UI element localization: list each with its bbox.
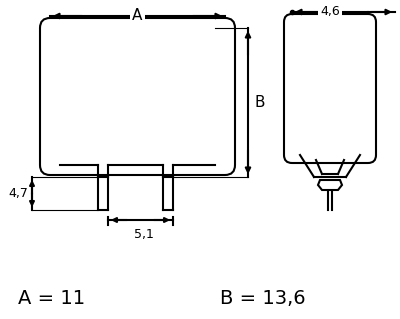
Bar — [301, 145, 359, 155]
Text: 4,7: 4,7 — [8, 187, 28, 200]
FancyBboxPatch shape — [284, 14, 376, 163]
Text: A = 11: A = 11 — [18, 288, 85, 308]
FancyBboxPatch shape — [40, 18, 235, 175]
Text: B: B — [254, 95, 264, 110]
Text: 5,1: 5,1 — [134, 228, 154, 241]
Polygon shape — [318, 180, 342, 190]
Text: A: A — [132, 9, 143, 24]
Text: B = 13,6: B = 13,6 — [220, 288, 306, 308]
Bar — [61, 153, 214, 165]
Text: 4,6: 4,6 — [320, 5, 340, 19]
